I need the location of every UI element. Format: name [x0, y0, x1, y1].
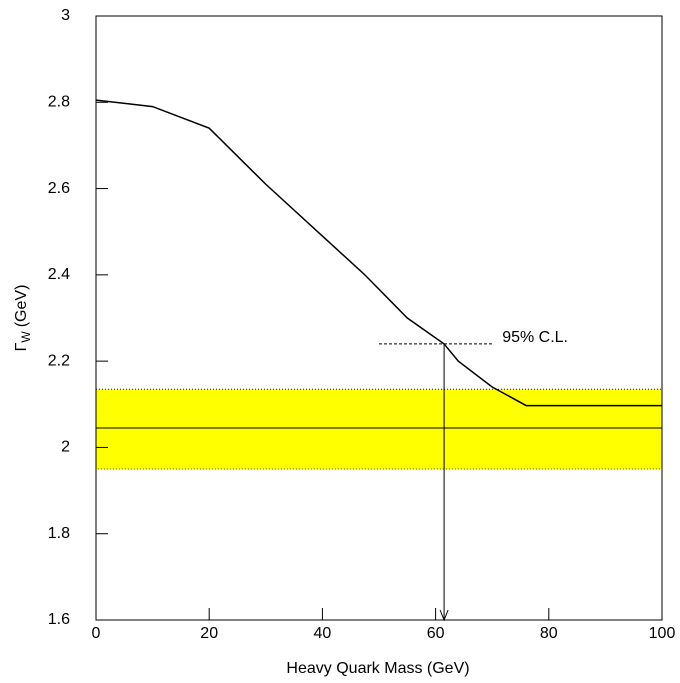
y-tick-label: 2.2: [48, 352, 70, 369]
x-tick-label: 60: [427, 625, 445, 642]
limit-label: 95% C.L.: [502, 329, 568, 346]
y-label-symbol: Γ: [13, 342, 30, 351]
y-tick-label: 1.6: [48, 611, 70, 628]
x-tick-label: 0: [92, 625, 101, 642]
band: [95, 388, 663, 470]
y-label-subscript: W: [19, 331, 33, 343]
y-label-unit: (GeV): [13, 285, 30, 328]
y-axis-label: ΓW (GeV): [13, 285, 33, 352]
curve: [95, 99, 662, 407]
y-tick-label: 2: [61, 439, 70, 456]
x-tick-label: 40: [314, 625, 332, 642]
y-tick-label: 1.8: [48, 525, 70, 542]
x-axis-label: Heavy Quark Mass (GeV): [286, 660, 469, 677]
x-tick-label: 80: [540, 625, 558, 642]
x-tick-label: 100: [649, 625, 676, 642]
x-tick-label: 20: [200, 625, 218, 642]
y-tick-label: 3: [61, 7, 70, 24]
y-tick-label: 2.8: [48, 94, 70, 111]
plot-frame: [95, 15, 663, 621]
y-tick-label: 2.4: [48, 266, 70, 283]
y-tick-label: 2.6: [48, 180, 70, 197]
